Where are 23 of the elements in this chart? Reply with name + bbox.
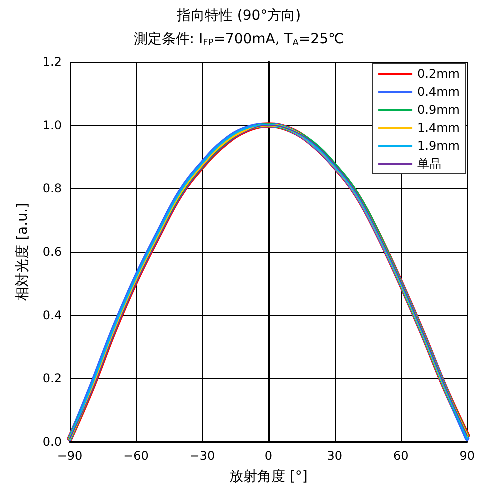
legend-label: 1.9mm [418, 139, 460, 153]
x-tick-label: 0 [264, 449, 273, 463]
y-tick-label: 0.8 [42, 182, 62, 196]
y-tick-label: 1.0 [42, 118, 62, 132]
legend-label: 1.4mm [418, 121, 460, 135]
legend-label: 单品 [418, 157, 442, 171]
x-tick-label: 30 [327, 449, 343, 463]
x-tick-label: 90 [460, 449, 476, 463]
chart-title: 指向特性 (90°方向) [176, 8, 302, 24]
x-tick-label: −60 [124, 449, 149, 463]
legend-label: 0.9mm [418, 103, 460, 117]
y-tick-label: 0.6 [42, 245, 62, 259]
x-tick-label: −90 [57, 449, 83, 463]
legend-label: 0.4mm [418, 85, 460, 99]
y-tick-label: 0.0 [42, 435, 62, 449]
x-axis-title: 放射角度 [°] [229, 469, 308, 485]
y-tick-label: 0.4 [42, 308, 62, 322]
x-tick-label: 60 [393, 449, 409, 463]
x-tick-label: −30 [190, 449, 216, 463]
y-tick-label: 1.2 [42, 55, 62, 69]
y-axis-title: 相対光度 [a.u.] [15, 203, 31, 301]
y-tick-label: 0.2 [42, 372, 62, 386]
legend-label: 0.2mm [418, 67, 460, 81]
